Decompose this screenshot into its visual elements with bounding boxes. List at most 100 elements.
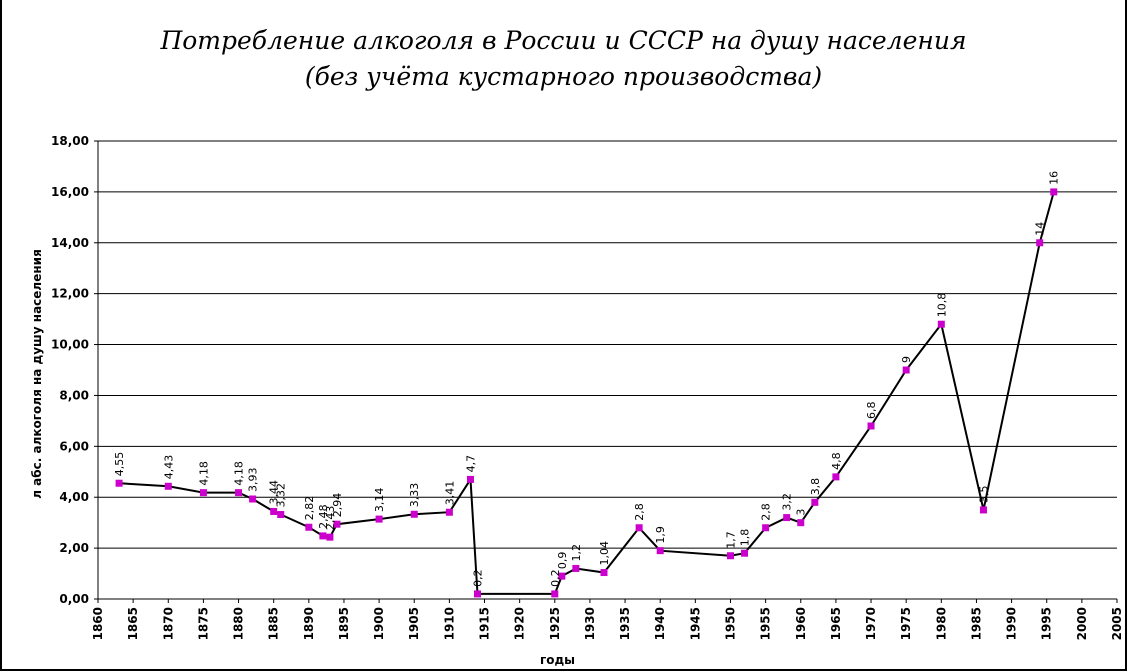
data-label: 6,8	[865, 401, 878, 419]
y-tick-label: 4,00	[59, 490, 89, 504]
data-point	[558, 572, 566, 580]
x-tick-label: 1910	[442, 607, 456, 640]
data-point	[164, 482, 172, 490]
data-point	[635, 524, 643, 532]
data-point	[277, 511, 285, 519]
x-tick-label: 1950	[723, 607, 737, 640]
x-tick-label: 1880	[232, 607, 246, 640]
x-tick-label: 1935	[618, 607, 632, 640]
data-point	[270, 507, 278, 515]
x-tick-label: 1895	[337, 607, 351, 640]
x-tick-label: 1875	[196, 607, 210, 640]
data-label: 3,32	[275, 483, 288, 508]
data-point	[466, 475, 474, 483]
data-point	[783, 514, 791, 522]
y-tick-label: 10,00	[51, 338, 89, 352]
x-tick-label: 1920	[513, 607, 527, 640]
data-label: 4,43	[162, 455, 175, 480]
data-point	[979, 506, 987, 514]
data-point	[326, 533, 334, 541]
data-point	[867, 422, 875, 430]
gridlines	[98, 140, 1117, 549]
data-point	[1050, 188, 1058, 196]
data-label: 1,04	[598, 541, 611, 566]
data-label: 3,93	[247, 468, 260, 493]
data-point	[832, 473, 840, 481]
data-label: 2,8	[760, 503, 773, 521]
data-label: 2,8	[633, 503, 646, 521]
x-tick-label: 1865	[126, 607, 140, 640]
y-tick-label: 14,00	[51, 236, 89, 250]
data-point	[937, 320, 945, 328]
y-tick-label: 18,00	[51, 134, 89, 148]
data-label: 3,14	[373, 488, 386, 513]
data-point	[902, 366, 910, 374]
data-point	[572, 564, 580, 572]
x-tick-label: 1980	[934, 607, 948, 640]
data-label: 16	[1048, 171, 1061, 185]
data-point	[741, 549, 749, 557]
data-point	[445, 508, 453, 516]
data-label: 3,5	[977, 485, 990, 503]
data-label: 0,2	[549, 569, 562, 587]
x-tick-label: 1905	[407, 607, 421, 640]
data-label: 1,9	[654, 526, 667, 544]
x-tick-label: 1900	[372, 607, 386, 640]
y-axis-title: л абс. алкоголя на душу населения	[30, 249, 44, 499]
data-point	[235, 489, 243, 497]
data-label: 2,82	[303, 496, 316, 521]
data-label: 1,8	[739, 529, 752, 547]
y-axis-ticks: 0,00 2,00 4,00 6,00 8,00 10,00 12,00 14,00 16,00…	[51, 134, 98, 606]
y-tick-label: 2,00	[59, 541, 89, 555]
x-tick-label: 1860	[91, 607, 105, 640]
data-label: 0,9	[556, 552, 569, 570]
y-tick-label: 12,00	[51, 287, 89, 301]
data-label: 3	[795, 509, 808, 516]
data-point	[473, 590, 481, 598]
x-tick-label: 1890	[302, 607, 316, 640]
data-label: 3,33	[408, 483, 421, 508]
series-line-path	[119, 191, 1055, 595]
x-tick-label: 1930	[583, 607, 597, 640]
chart-title: Потребление алкоголя в России и СССР на …	[160, 26, 967, 55]
x-tick-label: 1940	[653, 607, 667, 640]
data-point	[375, 515, 383, 523]
x-tick-label: 1955	[759, 607, 773, 640]
data-point	[249, 495, 257, 503]
x-tick-label: 1885	[267, 607, 281, 640]
data-point	[811, 498, 819, 506]
data-point	[199, 489, 207, 497]
x-tick-label: 2000	[1075, 607, 1089, 640]
y-tick-label: 0,00	[59, 592, 89, 606]
data-label: 4,55	[113, 452, 126, 477]
x-tick-label: 1945	[688, 607, 702, 640]
data-label: 3,2	[781, 493, 794, 511]
data-label: 1,7	[724, 531, 737, 549]
data-point	[762, 524, 770, 532]
x-tick-label: 1970	[864, 607, 878, 640]
x-axis-title: годы	[540, 653, 575, 667]
data-point	[551, 590, 559, 598]
x-tick-label: 1995	[1040, 607, 1054, 640]
x-tick-label: 1965	[829, 607, 843, 640]
data-point	[305, 523, 313, 531]
data-label: 3,8	[809, 478, 822, 496]
y-tick-label: 16,00	[51, 185, 89, 199]
y-tick-label: 8,00	[59, 388, 89, 402]
x-tick-label: 1985	[969, 607, 983, 640]
data-point	[410, 510, 418, 518]
data-label: 3,44	[268, 480, 281, 505]
x-tick-label: 1990	[1005, 607, 1019, 640]
data-label: 10,8	[935, 293, 948, 318]
series-line	[119, 191, 1055, 595]
data-label: 4,7	[464, 455, 477, 473]
data-label: 4,8	[830, 452, 843, 470]
data-label: 9	[900, 356, 913, 363]
data-point	[797, 519, 805, 527]
data-label: 2,48	[317, 504, 330, 529]
data-label: 3,41	[443, 481, 456, 506]
data-point	[1036, 239, 1044, 247]
x-tick-label: 1915	[478, 607, 492, 640]
